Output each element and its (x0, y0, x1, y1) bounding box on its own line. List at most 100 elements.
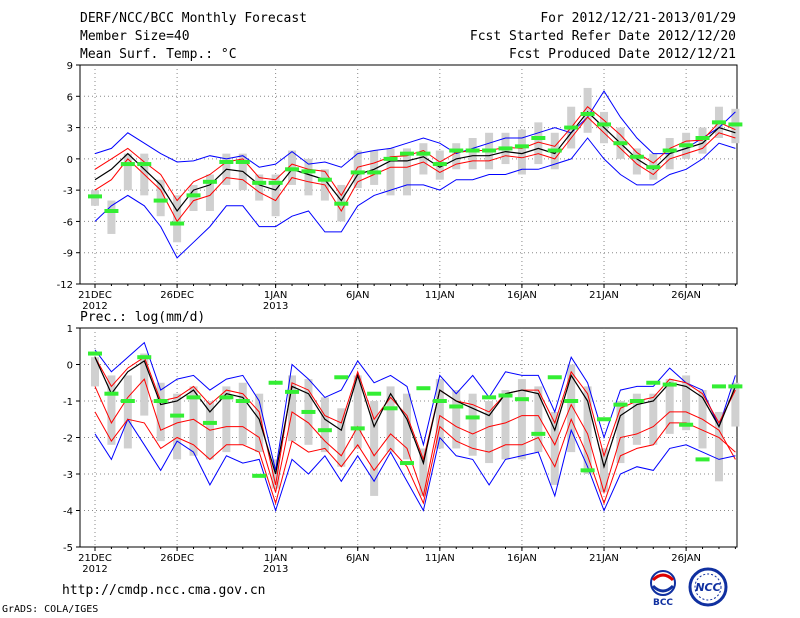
observation-marker (170, 221, 185, 226)
observation-marker (367, 391, 382, 396)
ensemble-spread-box (616, 401, 625, 464)
observation-marker (449, 404, 464, 409)
ensemble-spread-box (107, 375, 116, 445)
ensemble-spread-box (320, 397, 329, 453)
observation-marker (646, 380, 661, 385)
observation-marker (104, 391, 119, 396)
grads-credit: GrADS: COLA/IGES (2, 604, 99, 615)
bcc-logo-text: BCC (653, 598, 673, 607)
forecast-started-label: Fcst Started Refer Date 2012/12/20 (469, 29, 736, 44)
ensemble-spread-box (402, 148, 411, 196)
observation-marker (120, 162, 135, 167)
observation-marker (728, 384, 743, 389)
observation-marker (334, 375, 349, 380)
x-tick-label: 6JAN (346, 290, 369, 301)
observation-marker (252, 180, 267, 185)
observation-marker (613, 141, 628, 146)
observation-marker (350, 170, 365, 175)
observation-marker (268, 380, 283, 385)
x-tick-label: 21DEC (78, 553, 112, 564)
ensemble-spread-box (698, 127, 707, 154)
observation-marker (498, 146, 513, 151)
observation-marker (514, 144, 529, 149)
ensemble-spread-box (419, 143, 428, 175)
observation-marker (482, 395, 497, 400)
x-tick-label: 1JAN (264, 290, 287, 301)
y-tick-label: -12 (57, 280, 73, 291)
ensemble-spread-box (517, 379, 526, 460)
y-tick-label: -9 (63, 249, 73, 260)
ncc-logo: NCC (688, 567, 728, 607)
ensemble-spread-box (534, 122, 543, 165)
observation-marker (170, 413, 185, 418)
ensemble-spread-box (468, 393, 477, 456)
series-mean-line (94, 111, 736, 213)
ensemble-spread-box (534, 386, 543, 453)
observation-marker (662, 382, 677, 387)
observation-marker (629, 154, 644, 159)
source-url-link[interactable]: http://cmdp.ncc.cma.gov.cn (62, 583, 266, 598)
ensemble-spread-box (353, 375, 362, 449)
series-upper2-line (94, 411, 736, 505)
observation-marker (711, 384, 726, 389)
observation-marker (202, 420, 217, 425)
series-max-line (94, 341, 736, 471)
observation-marker (268, 180, 283, 185)
observation-marker (88, 194, 102, 199)
observation-marker (580, 112, 595, 117)
observation-marker (514, 397, 529, 402)
ensemble-spread-box (91, 357, 99, 387)
ensemble-spread-box (222, 386, 231, 453)
observation-marker (317, 177, 332, 182)
ensemble-spread-box (632, 148, 641, 175)
ensemble-spread-box (583, 87, 592, 133)
observation-marker (235, 399, 250, 403)
observation-marker (695, 136, 710, 140)
observation-marker (547, 148, 562, 153)
ensemble-spread-box (419, 448, 428, 496)
ensemble-spread-box (189, 386, 198, 456)
x-tick-label: 16JAN (507, 553, 537, 564)
ensemble-spread-box (288, 375, 297, 442)
series-lower-line (94, 116, 736, 223)
observation-marker (646, 165, 661, 170)
series-min-line (94, 137, 736, 259)
ensemble-spread-box (583, 386, 592, 474)
ensemble-spread-box (140, 353, 149, 416)
observation-marker (465, 415, 480, 420)
observation-marker (531, 136, 546, 140)
observation-marker (432, 162, 447, 167)
observation-marker (629, 399, 644, 403)
ensemble-spread-box (123, 153, 132, 191)
observation-marker (399, 461, 414, 466)
ensemble-spread-box (665, 379, 674, 434)
y-tick-label: 9 (67, 61, 73, 72)
ensemble-spread-box (567, 364, 576, 453)
observation-marker (104, 209, 119, 213)
series-upper-line (94, 105, 736, 202)
observation-marker (285, 167, 300, 172)
x-tick-label: 16JAN (507, 290, 537, 301)
x-tick-year: 2012 (82, 301, 107, 312)
y-tick-label: 6 (67, 92, 73, 103)
x-tick-label: 6JAN (346, 553, 369, 564)
observation-marker (432, 399, 447, 403)
ensemble-spread-box (550, 411, 559, 485)
y-tick-label: 0 (67, 361, 73, 372)
observation-marker (285, 389, 300, 394)
plot-frame (79, 64, 738, 285)
x-tick-year: 2013 (263, 564, 288, 575)
ensemble-spread-box (649, 393, 658, 445)
y-tick-label: 3 (67, 124, 73, 135)
x-tick-label: 1JAN (264, 553, 287, 564)
series-lower-line (94, 378, 736, 498)
observation-marker (186, 193, 201, 198)
ensemble-spread-box (173, 195, 182, 243)
ensemble-spread-box (731, 382, 740, 427)
bcc-logo: BCC (650, 570, 676, 607)
observation-marker (564, 399, 579, 403)
observation-marker (153, 198, 168, 203)
observation-marker (301, 409, 316, 414)
